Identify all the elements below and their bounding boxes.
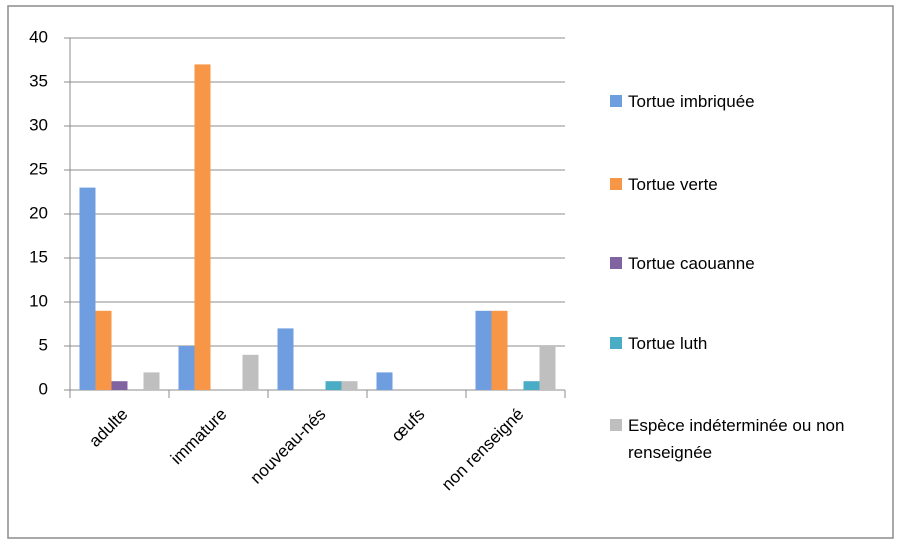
legend-swatch [610,337,622,349]
bar [325,381,342,390]
bar [111,381,128,390]
y-tick-label: 25 [29,159,48,178]
bar [341,381,358,390]
y-tick-label: 15 [29,247,48,266]
bar [376,372,393,390]
legend-label: Tortue imbriquée [628,92,755,111]
bar [95,310,112,390]
chart-frame [7,5,894,539]
legend-swatch [610,419,622,431]
legend-swatch [610,178,622,190]
y-tick-label: 40 [29,27,48,46]
x-tick-label: nouveau-nés [247,405,330,488]
bar [178,346,195,390]
legend-swatch [610,95,622,107]
bar [523,381,540,390]
bar [143,372,160,390]
x-tick-label: adulte [85,405,131,451]
x-tick-label: œufs [388,405,429,446]
bar [491,310,508,390]
x-tick-label: immature [167,405,231,469]
bar [194,64,211,391]
bar [277,328,294,390]
y-tick-label: 35 [29,71,48,90]
y-tick-label: 30 [29,115,48,134]
y-tick-label: 5 [39,335,48,354]
legend-label: Espèce indéterminée ou non renseignée [628,416,845,462]
y-tick-label: 20 [29,203,48,222]
y-tick-label: 10 [29,291,48,310]
legend-label: Tortue caouanne [628,254,755,273]
legend-label: Tortue verte [628,175,718,194]
bar [475,310,492,390]
y-tick-label: 0 [39,379,48,398]
bar [242,354,259,390]
legend-label: Tortue luth [628,334,708,353]
x-tick-label: non renseigné [438,405,528,495]
bar [539,346,556,390]
legend-swatch [610,257,622,269]
bar [79,187,96,390]
